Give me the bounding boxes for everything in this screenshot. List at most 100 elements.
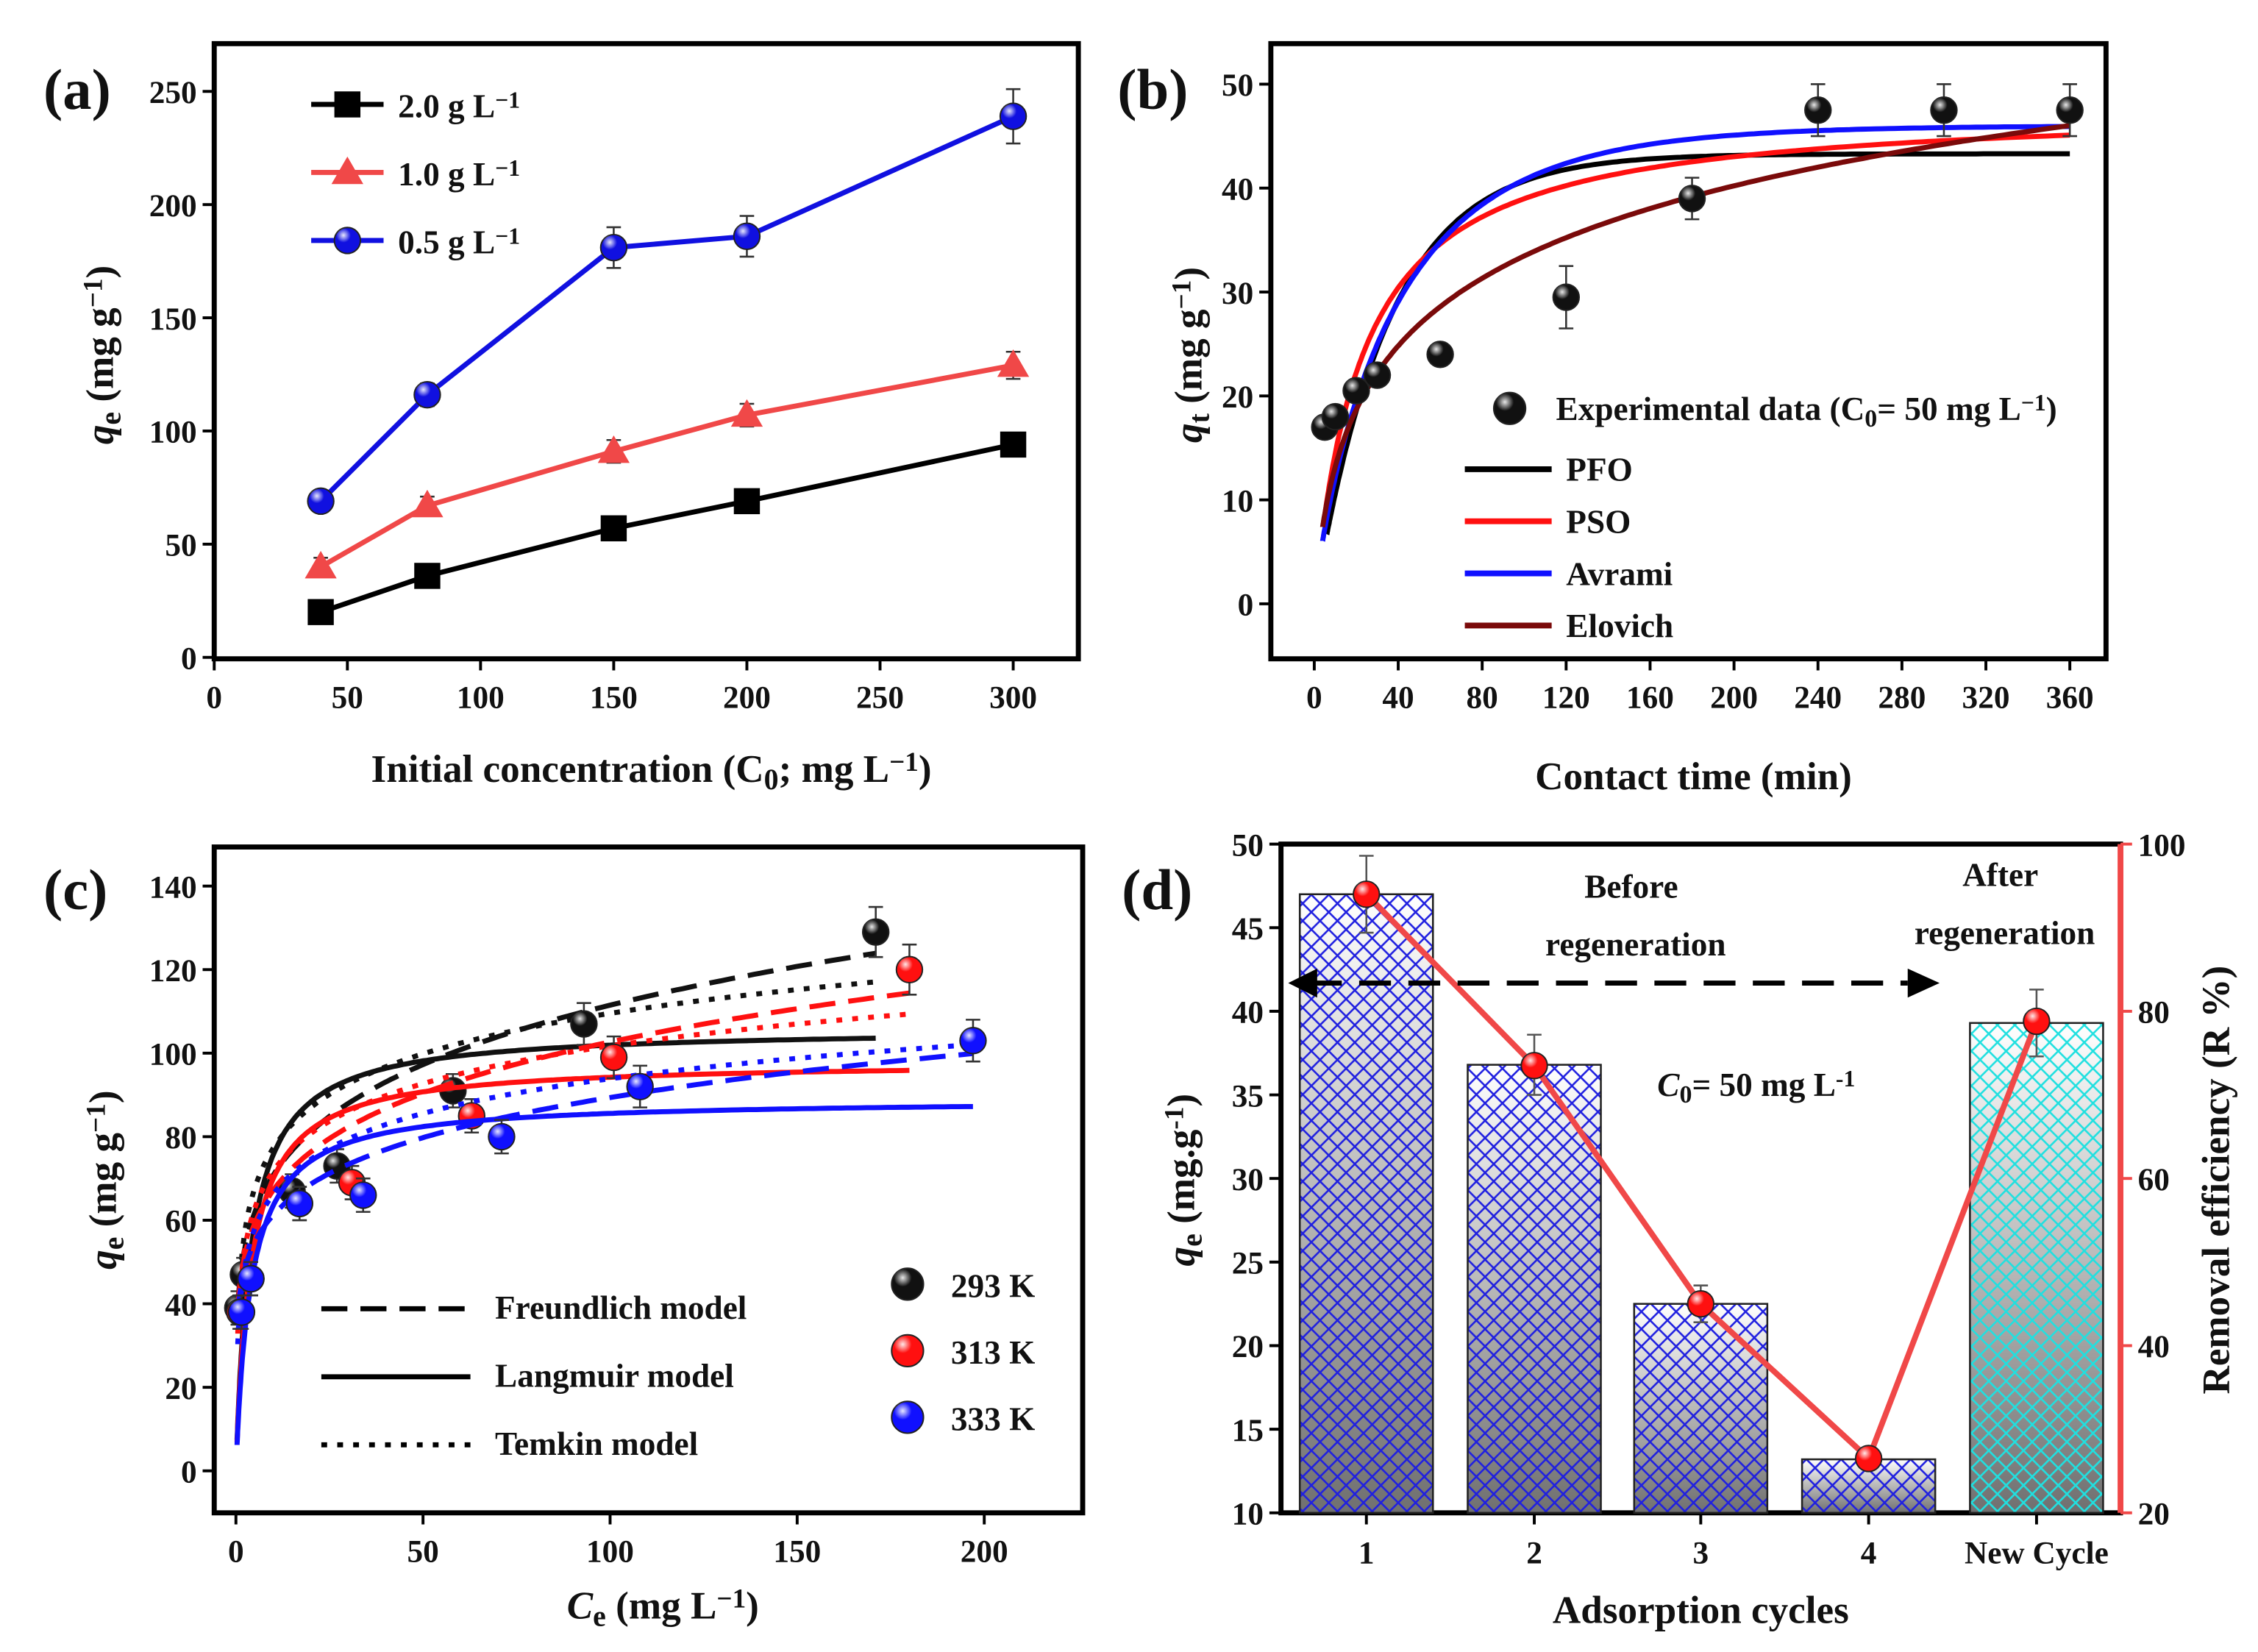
y-tick-label-part: 40	[165, 1287, 196, 1322]
y-axis-label-part: e	[1175, 1233, 1208, 1247]
legend-label: 1.0 g L−1	[398, 155, 520, 193]
y-tick-label-part: 80	[2138, 995, 2170, 1030]
x-tick-label-part: 50	[407, 1534, 438, 1570]
y2-axis-label: Removal efficiency (R %)	[2195, 966, 2238, 1395]
x-tick-label: 280	[1878, 680, 1926, 716]
y-axis-label-part: −1	[82, 1103, 112, 1133]
legend-label: Temkin model	[495, 1425, 698, 1462]
y-axis-label-part: −1	[79, 278, 109, 307]
y-tick-label: 250	[149, 75, 197, 110]
y-tick-label: 50	[1222, 68, 1253, 103]
y-tick-label: 80	[2138, 995, 2170, 1030]
y2-axis-label-part: Removal efficiency (R %)	[2195, 966, 2238, 1395]
annotation-concentration-part: C	[1657, 1067, 1680, 1103]
legend-label: PFO	[1566, 452, 1632, 488]
x-tick-label-part: 250	[856, 680, 904, 716]
y-tick-label-part: 150	[149, 302, 197, 337]
panel-label-c: (c)	[43, 858, 107, 922]
data-point-highlight	[733, 223, 761, 249]
y-tick-label-part: 10	[1232, 1497, 1264, 1532]
y-tick-label-part: 50	[1222, 68, 1253, 103]
y-tick-label-part: 40	[1232, 995, 1264, 1030]
legend-label-part: 313 K	[951, 1334, 1035, 1371]
experimental-point-highlight	[1322, 403, 1349, 430]
x-tick-label-part: 4	[1861, 1536, 1877, 1571]
x-tick-label-part: 100	[586, 1534, 634, 1570]
y-axis-label: qe (mg g−1)	[82, 1090, 130, 1269]
y-axis-label-part: q	[82, 1250, 124, 1270]
legend-label-part: Freundlich model	[495, 1289, 747, 1326]
y-tick-label: 10	[1222, 483, 1253, 519]
x-tick-label: 360	[2046, 680, 2094, 716]
x-tick-label-part: 200	[723, 680, 771, 716]
freundlich-curve	[235, 950, 877, 1307]
legend-label: 2.0 g L−1	[398, 88, 520, 125]
plot-frame-c	[211, 844, 1086, 1516]
legend-label-part: Experimental data (C	[1556, 391, 1865, 427]
legend-label: Elovich	[1566, 608, 1673, 644]
legend-marker-highlight	[1493, 392, 1526, 424]
x-axis-label-part: ; mg L	[779, 748, 890, 791]
removal-point-highlight	[1855, 1445, 1882, 1472]
model-curve-elovich	[1319, 123, 2070, 528]
legend-label-part: −1	[495, 88, 520, 113]
data-point	[414, 563, 441, 589]
x-axis-label-part: e	[593, 1599, 606, 1632]
x-axis-label-part: 0	[764, 763, 779, 796]
x-tick-label: 1	[1358, 1536, 1375, 1571]
x-tick-label: 4	[1861, 1536, 1877, 1571]
removal-point-highlight	[2023, 1008, 2050, 1035]
x-axis-label-part: C	[567, 1584, 594, 1627]
x-tick-label-part: 0	[206, 680, 222, 716]
annotation-before: regeneration	[1545, 926, 1725, 963]
x-tick-label: 250	[856, 680, 904, 716]
data-point-highlight	[307, 488, 334, 515]
y-axis-label-part: q	[79, 425, 121, 445]
legend-label-part: −1	[495, 155, 520, 181]
data-point-highlight	[600, 1044, 627, 1071]
y-tick-label: 35	[1232, 1078, 1264, 1114]
x-tick-label-part: 80	[1467, 680, 1498, 716]
legend-marker-highlight	[334, 227, 361, 254]
y-axis-label-part: e	[96, 1237, 129, 1250]
y-tick-label-part: 45	[1232, 911, 1264, 947]
y-tick-label: 0	[181, 641, 197, 676]
experimental-point-highlight	[1343, 377, 1370, 404]
data-point-highlight	[896, 956, 923, 983]
x-tick-label: 120	[1542, 680, 1590, 716]
experimental-point-highlight	[1805, 97, 1831, 124]
y-tick-label-part: 30	[1222, 276, 1253, 311]
legend-label-part: PFO	[1566, 452, 1632, 488]
x-tick-label-part: 150	[590, 680, 638, 716]
x-tick-label-part: 1	[1358, 1536, 1375, 1571]
legend-label-part: PSO	[1566, 503, 1631, 540]
legend-label: 293 K	[951, 1268, 1035, 1305]
y-axis-label: qe (mg.g-1)	[1160, 1094, 1208, 1267]
y-tick-label: 0	[181, 1454, 197, 1489]
y-tick-label: 80	[165, 1120, 196, 1156]
x-axis-label-part: −1	[716, 1584, 746, 1614]
legend-marker-highlight	[891, 1334, 924, 1367]
x-tick-label: 50	[407, 1534, 438, 1570]
experimental-point-highlight	[1931, 97, 1957, 124]
y-axis-label: qt (mg g−1)	[1167, 267, 1216, 443]
legend-label: Experimental data (C0= 50 mg L−1)	[1556, 390, 2057, 432]
y-tick-label-part: 10	[1222, 483, 1253, 519]
y-tick-label-part: 120	[149, 953, 197, 989]
x-axis-label: Contact time (min)	[1535, 755, 1852, 798]
legend-label-part: Elovich	[1566, 608, 1673, 644]
y-tick-label: 200	[149, 188, 197, 224]
y-tick-label-part: 40	[2138, 1329, 2170, 1364]
x-tick-label: 200	[961, 1534, 1008, 1570]
x-axis-label-part: Contact time (min)	[1535, 755, 1852, 798]
y-tick-label: 40	[1222, 171, 1253, 207]
annotation-concentration-part: 0	[1679, 1081, 1692, 1108]
x-axis-label-part: )	[746, 1584, 759, 1627]
y-tick-label: 100	[2138, 827, 2186, 863]
y-tick-label-part: 20	[165, 1371, 196, 1406]
legend-marker-highlight	[891, 1268, 924, 1300]
y-axis-label-part: q	[1167, 423, 1210, 443]
y-axis-label-part: (mg g	[1167, 309, 1210, 413]
y-tick-label: 30	[1232, 1162, 1264, 1197]
